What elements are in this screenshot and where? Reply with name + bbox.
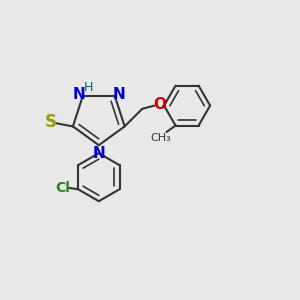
Text: S: S <box>44 113 56 131</box>
Text: Cl: Cl <box>55 181 70 195</box>
Text: N: N <box>73 87 85 102</box>
Text: H: H <box>84 80 93 94</box>
Text: O: O <box>153 98 166 112</box>
Text: CH₃: CH₃ <box>151 133 171 143</box>
Text: N: N <box>92 146 105 161</box>
Text: N: N <box>113 87 126 102</box>
